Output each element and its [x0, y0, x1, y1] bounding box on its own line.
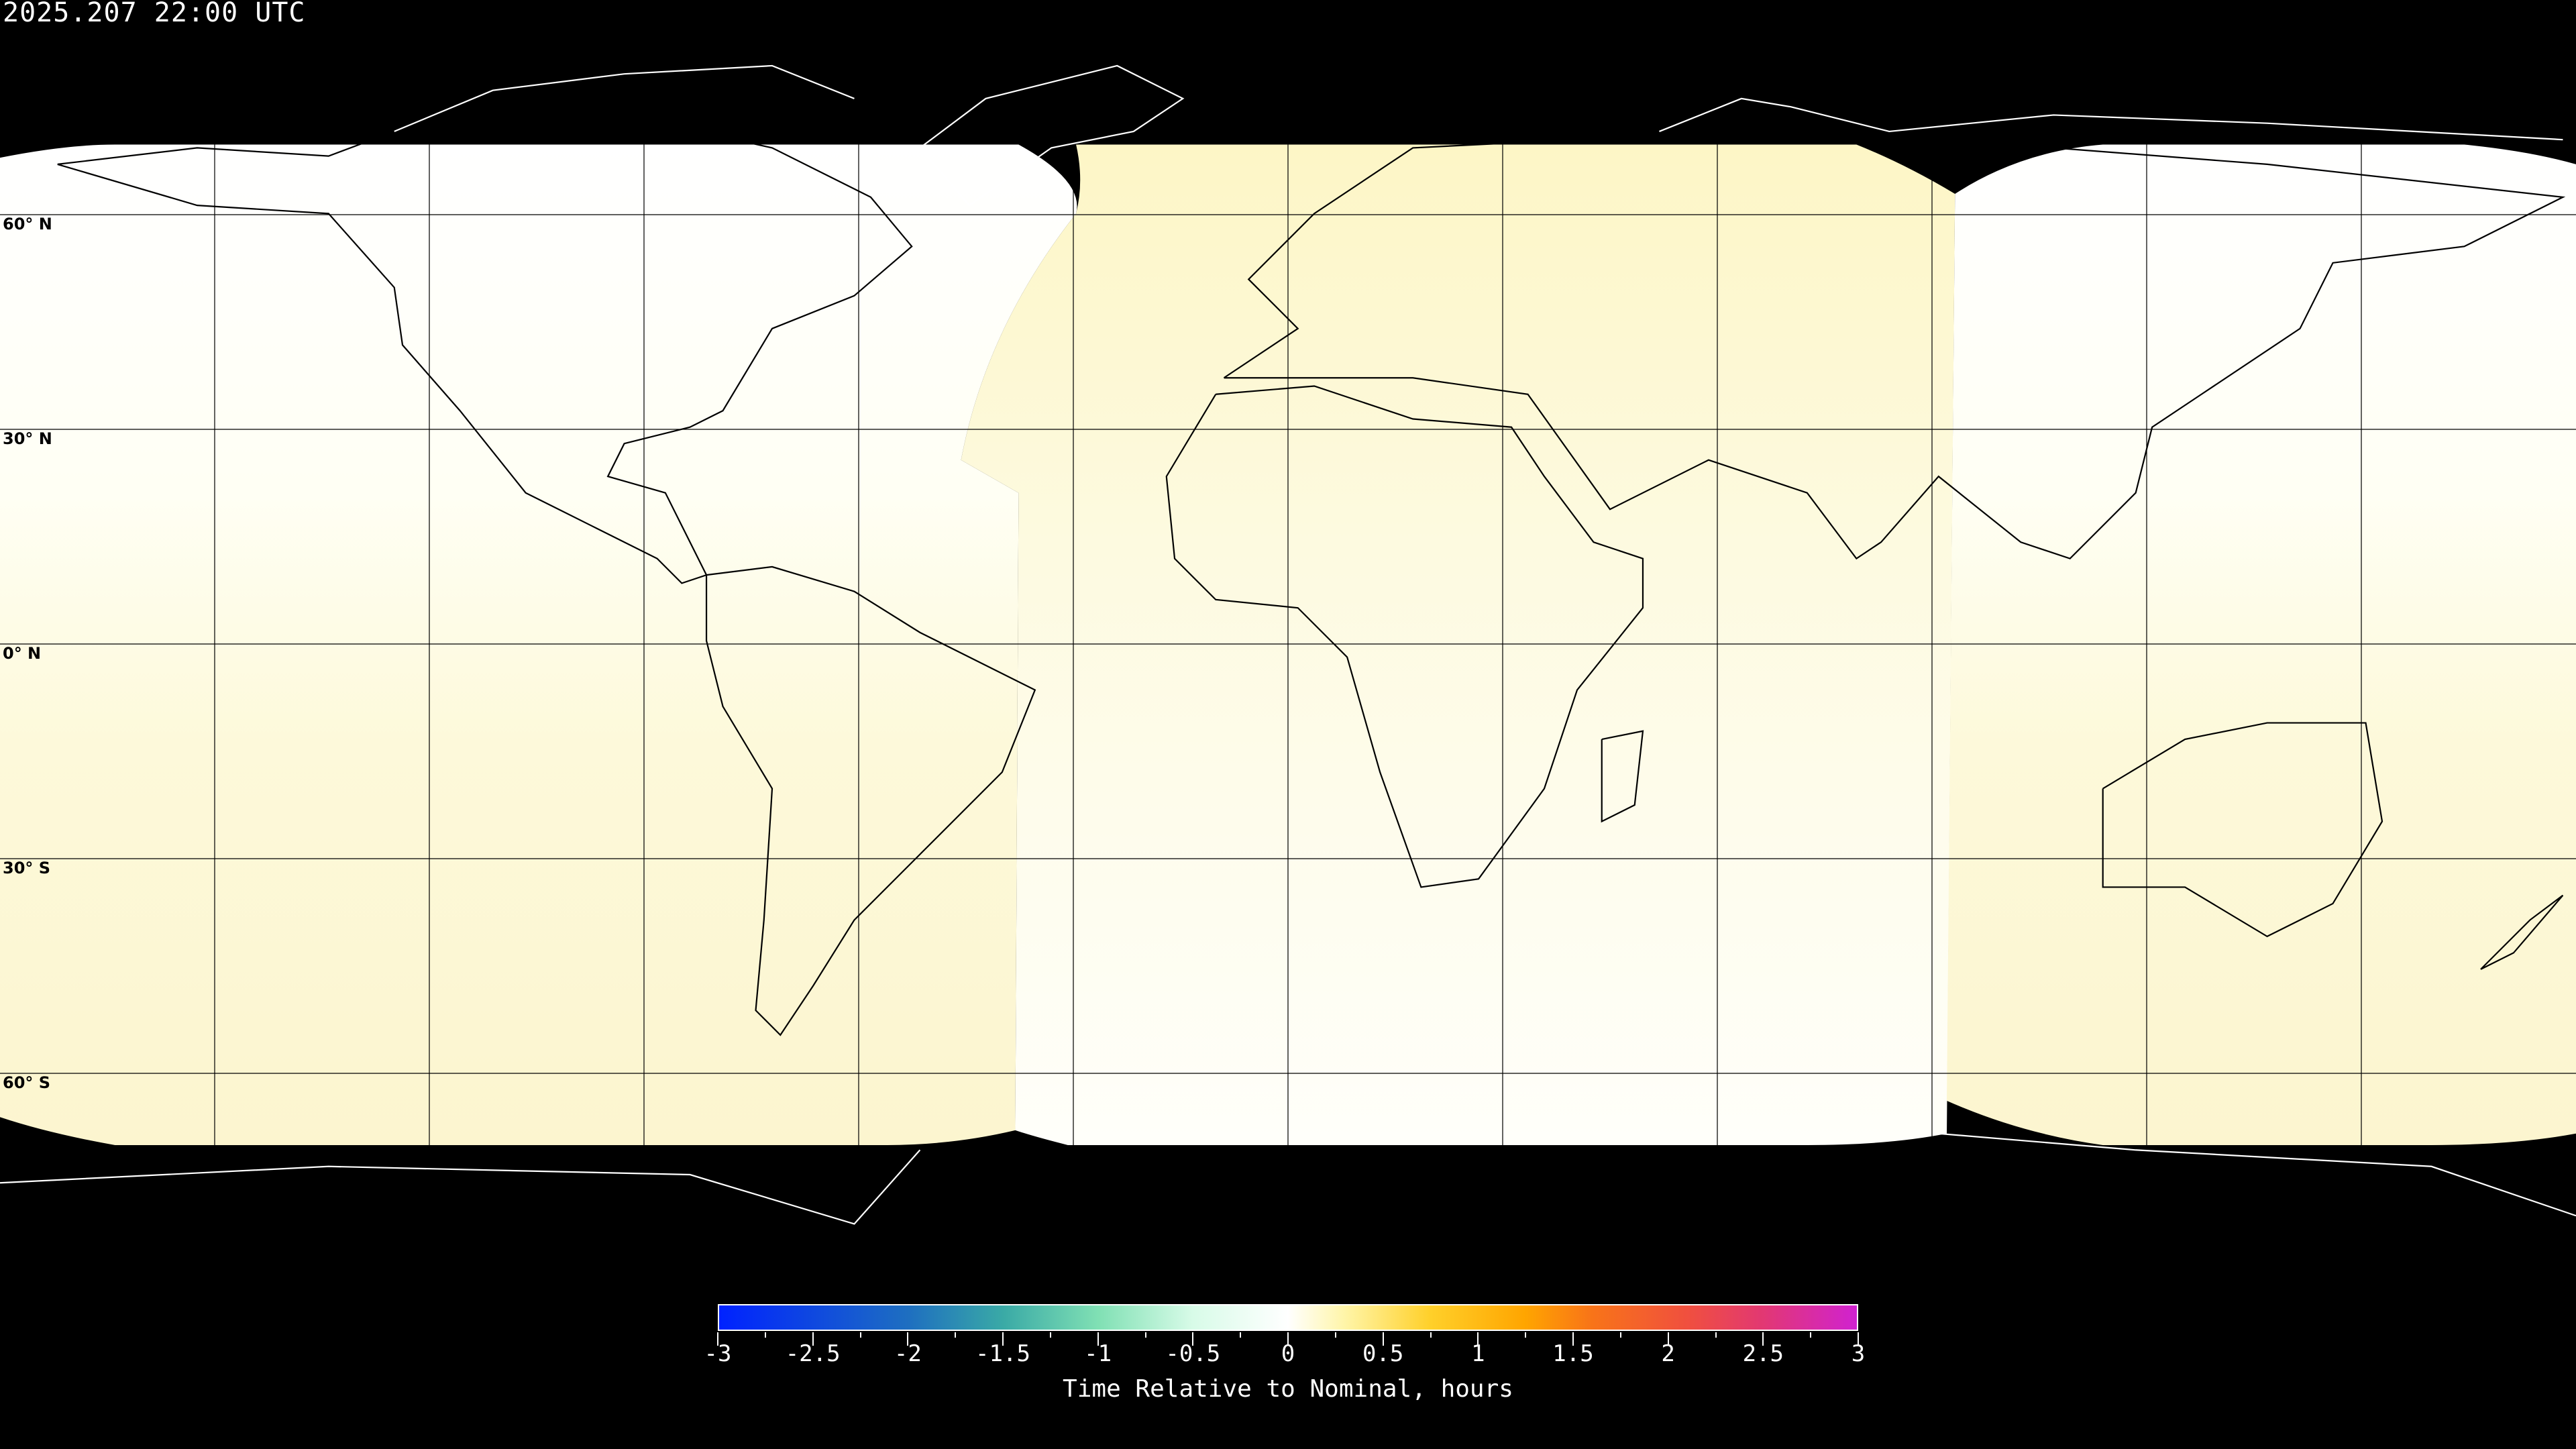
colorbar-tick	[859, 1332, 861, 1338]
colorbar-tick	[1572, 1332, 1574, 1346]
lat-label-0n: 0° N	[3, 644, 42, 663]
colorbar-tick	[1097, 1332, 1099, 1346]
colorbar-tick	[1619, 1332, 1621, 1338]
colorbar-tick	[1810, 1332, 1812, 1338]
colorbar-tick	[1477, 1332, 1479, 1346]
coastlines	[57, 114, 2566, 1036]
colorbar	[718, 1304, 1858, 1331]
colorbar-tick-label: -2.5	[785, 1340, 841, 1367]
colorbar-tick-label: 0	[1281, 1340, 1295, 1367]
colorbar-tick	[1192, 1332, 1194, 1346]
timestamp-title: 2025.207 22:00 UTC	[3, 0, 306, 28]
lat-label-30s: 30° S	[3, 859, 51, 877]
colorbar-tick-label: 2.5	[1742, 1340, 1784, 1367]
colorbar-tick	[955, 1332, 957, 1338]
colorbar-tick	[1287, 1332, 1289, 1346]
colorbar-tick	[1334, 1332, 1336, 1338]
colorbar-label: Time Relative to Nominal, hours	[1063, 1375, 1513, 1403]
coverage-east	[1947, 144, 2576, 1145]
colorbar-tick	[1762, 1332, 1764, 1346]
coverage-middle	[961, 144, 1955, 1145]
colorbar-tick	[764, 1332, 766, 1338]
world-map	[0, 0, 2576, 1288]
colorbar-tick-label: -2	[894, 1340, 922, 1367]
colorbar-tick	[1858, 1332, 1859, 1346]
colorbar-tick-label: -3	[704, 1340, 732, 1367]
lat-label-60s: 60° S	[3, 1073, 51, 1092]
colorbar-tick	[1382, 1332, 1384, 1346]
colorbar-tick	[1049, 1332, 1051, 1338]
colorbar-tick	[1667, 1332, 1669, 1346]
colorbar-tick	[717, 1332, 718, 1346]
colorbar-tick	[1144, 1332, 1146, 1338]
colorbar-tick	[1002, 1332, 1004, 1346]
lat-label-30n: 30° N	[3, 429, 52, 448]
coverage-west	[0, 144, 1077, 1145]
colorbar-tick-label: -0.5	[1165, 1340, 1221, 1367]
colorbar-tick-label: 2	[1661, 1340, 1675, 1367]
lat-label-60n: 60° N	[3, 215, 52, 233]
colorbar-tick	[812, 1332, 814, 1346]
coastlines-background	[0, 64, 2576, 1225]
colorbar-tick-label: 1.5	[1552, 1340, 1594, 1367]
colorbar-tick	[1525, 1332, 1527, 1338]
colorbar-tick-label: 0.5	[1362, 1340, 1404, 1367]
colorbar-tick	[1240, 1332, 1242, 1338]
colorbar-tick	[1715, 1332, 1717, 1338]
colorbar-tick-label: -1	[1084, 1340, 1112, 1367]
colorbar-tick	[907, 1332, 909, 1346]
colorbar-tick-label: -1.5	[975, 1340, 1030, 1367]
colorbar-tick-label: 1	[1471, 1340, 1485, 1367]
colorbar-tick	[1430, 1332, 1432, 1338]
graticule	[0, 0, 2576, 1288]
colorbar-tick-label: 3	[1851, 1340, 1866, 1367]
